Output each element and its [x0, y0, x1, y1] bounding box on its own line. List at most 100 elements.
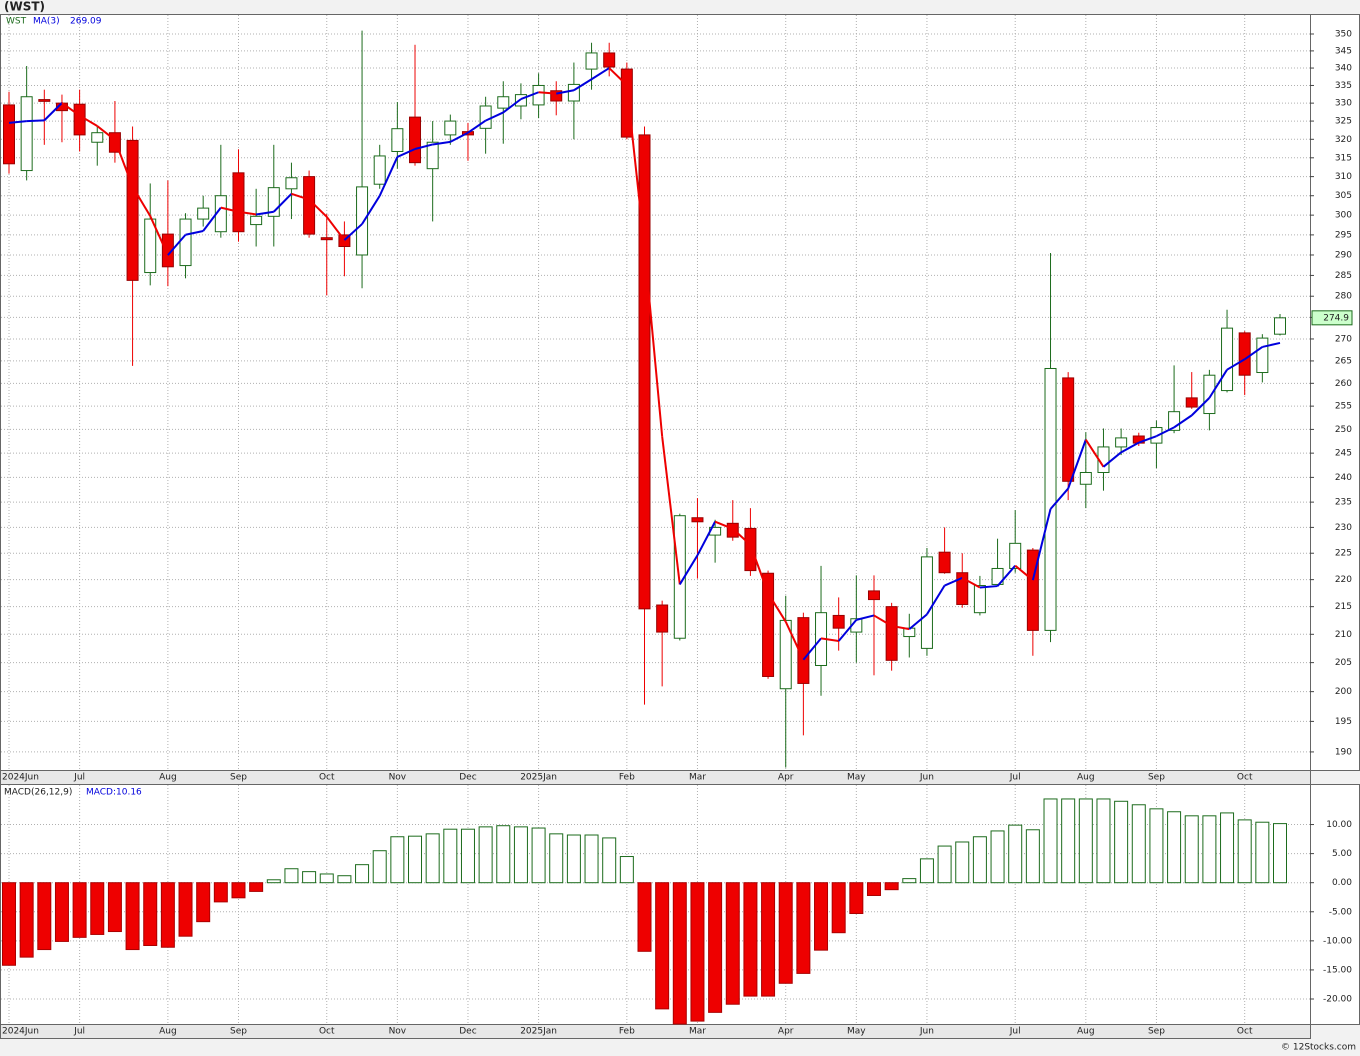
macd-bar: [319, 873, 334, 884]
ma-segment: [1120, 441, 1140, 454]
macd-bar: [1043, 798, 1058, 884]
ma-segment: [273, 193, 293, 213]
price-x-axis: [0, 770, 1311, 785]
x-tick-label: Oct: [1237, 773, 1253, 783]
y-tick-label: 210: [1335, 630, 1352, 640]
candle-body: [409, 116, 422, 164]
x-tick-label: May: [847, 1027, 866, 1037]
ma-segment: [167, 234, 187, 256]
macd-bar: [584, 834, 599, 884]
macd-bar: [902, 878, 917, 884]
candle-body: [603, 52, 616, 68]
macd-bar: [1078, 798, 1093, 884]
ma-segment: [79, 114, 98, 127]
candle-body: [250, 215, 263, 226]
ma-segment: [591, 67, 610, 81]
ma-segment: [926, 585, 946, 615]
y-tick-label: 5.00: [1332, 849, 1352, 859]
ma-segment: [1226, 358, 1246, 371]
ma-segment: [979, 585, 998, 589]
x-tick-label: Jul: [73, 1027, 85, 1037]
macd-bar: [1025, 829, 1040, 884]
ma-segment: [485, 111, 504, 122]
ma-segment: [291, 192, 310, 201]
macd-bar: [831, 882, 846, 934]
macd-bar: [1131, 804, 1146, 884]
y-tick-label: 320: [1335, 135, 1352, 145]
ma-segment: [343, 223, 363, 241]
x-tick-label: Dec: [459, 773, 476, 783]
ma-segment: [608, 67, 628, 86]
y-tick-label: 225: [1335, 549, 1352, 559]
x-tick-label: Sep: [230, 1027, 247, 1037]
ma-segment: [1031, 508, 1052, 581]
candle-body: [691, 517, 704, 523]
macd-bar: [743, 882, 758, 997]
ma-segment: [308, 198, 328, 218]
candle-body: [3, 104, 15, 165]
candle-body: [744, 527, 757, 572]
x-tick-label: 2025Jan: [520, 1027, 557, 1037]
x-tick-label: 2024Jun: [2, 1027, 39, 1037]
legend-ma: MA(3): [33, 17, 60, 27]
candle-body: [832, 614, 845, 629]
ma-segment: [325, 216, 346, 241]
y-tick-label: 190: [1335, 747, 1352, 757]
ma-segment: [1155, 426, 1175, 438]
candle-body: [267, 187, 280, 217]
candle-body: [938, 551, 951, 574]
candle-body: [567, 83, 580, 102]
ma-segment: [1262, 341, 1281, 348]
ma-segment: [573, 78, 593, 92]
macd-bar: [1220, 812, 1235, 884]
macd-bar: [1273, 823, 1287, 884]
macd-bar: [919, 858, 934, 884]
y-tick-label: 245: [1335, 449, 1352, 459]
ma-segment: [944, 576, 963, 587]
ma-segment: [784, 621, 805, 661]
candle-body: [797, 617, 810, 684]
ma-segment: [908, 613, 928, 630]
ma-segment: [820, 637, 839, 643]
ma-segment: [396, 148, 416, 158]
y-tick-label: 305: [1335, 191, 1352, 201]
x-tick-label: Nov: [389, 773, 407, 783]
ma-segment: [802, 637, 822, 661]
macd-bar: [761, 882, 776, 997]
ma-segment: [131, 186, 152, 217]
x-tick-label: Oct: [1237, 1027, 1253, 1037]
macd-bar: [1061, 798, 1076, 884]
candle-body: [126, 139, 139, 281]
candle-body: [1274, 317, 1286, 335]
ma-segment: [43, 102, 63, 122]
y-tick-label: 325: [1335, 117, 1352, 127]
y-tick-label: 310: [1335, 172, 1352, 182]
y-tick-label: 280: [1335, 292, 1352, 302]
ma-segment: [361, 195, 381, 225]
x-tick-label: May: [847, 773, 866, 783]
macd-bar: [1202, 815, 1217, 884]
ma-segment: [113, 139, 134, 187]
y-tick-label: 230: [1335, 523, 1352, 533]
y-tick-label: 250: [1335, 425, 1352, 435]
x-tick-label: Feb: [619, 1027, 635, 1037]
macd-bar: [566, 834, 581, 884]
ma-segment: [1244, 346, 1263, 361]
y-tick-label: 345: [1335, 46, 1352, 56]
macd-bar: [231, 882, 246, 899]
price-axis-panel: [1310, 14, 1360, 771]
ma-segment: [26, 119, 45, 123]
candle-body: [426, 141, 439, 170]
candle-body: [1009, 542, 1022, 569]
macd-bar: [531, 827, 546, 884]
candle-body: [161, 233, 174, 268]
ma-segment: [520, 91, 539, 101]
macd-bar: [355, 864, 370, 884]
y-tick-label: 290: [1335, 250, 1352, 260]
macd-axis-panel: [1310, 784, 1360, 1025]
macd-bar: [390, 836, 405, 884]
x-tick-label: Aug: [159, 1027, 177, 1037]
macd-bar: [372, 850, 387, 884]
macd-bar: [496, 825, 511, 884]
ma-segment: [625, 85, 646, 248]
